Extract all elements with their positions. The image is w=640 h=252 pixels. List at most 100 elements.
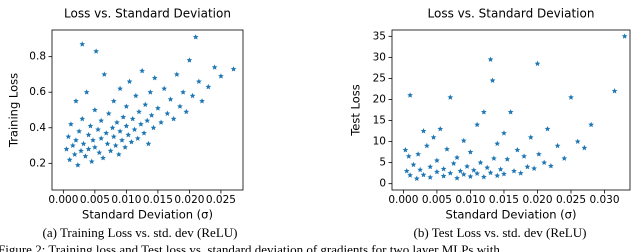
figure-caption: Figure 2: Training loss and Test loss vs… [0, 242, 500, 252]
scatter-point [521, 153, 527, 159]
subfigure-caption: (b) Test Loss vs. std. dev (ReLU) [414, 225, 587, 240]
x-tick-label: 0.030 [589, 194, 619, 206]
y-tick-label: 30 [373, 51, 386, 63]
scatter-point [491, 155, 497, 161]
scatter-point [183, 108, 190, 115]
scatter-point [474, 170, 480, 177]
y-tick-label: 10 [373, 136, 386, 148]
scatter-point [74, 162, 81, 168]
scatter-point [434, 157, 440, 163]
scatter-point [403, 168, 410, 174]
scatter-point [494, 140, 501, 147]
scatter-point [544, 125, 551, 132]
y-tick-label: 15 [373, 115, 386, 127]
scatter-point [138, 121, 144, 127]
scatter-point [95, 126, 101, 132]
scatter-point [440, 165, 447, 172]
scatter-point [568, 94, 574, 100]
scatter-point [424, 142, 430, 149]
y-tick-label: 0.6 [29, 86, 46, 98]
scatter-point [93, 48, 99, 54]
y-tick-label: 20 [373, 93, 386, 105]
scatter-point [413, 175, 420, 182]
scatter-point [110, 98, 117, 104]
scatter-point [230, 66, 237, 72]
scatter-point [114, 119, 120, 125]
y-tick-label: 5 [379, 157, 386, 169]
scatter-point [415, 151, 421, 157]
x-tick-label: 0.015 [143, 194, 173, 206]
y-tick-label: 25 [373, 72, 386, 84]
scatter-point [128, 139, 135, 145]
scatter-point [467, 173, 474, 179]
scatter-point [144, 117, 151, 124]
scatter-point [410, 161, 417, 168]
scatter-point [447, 170, 454, 176]
scatter-point [129, 115, 136, 122]
scatter-point [511, 168, 517, 174]
scatter-point [447, 94, 454, 100]
scatter-point [98, 135, 105, 141]
scatter-point [407, 172, 413, 178]
scatter-point [96, 149, 103, 156]
plot-frame [51, 29, 244, 191]
scatter-point [437, 125, 444, 132]
scatter-point [574, 138, 581, 145]
scatter-point [101, 71, 108, 77]
x-tick-label: 0.020 [522, 194, 552, 206]
scatter-point [199, 98, 205, 104]
scatter-point [105, 110, 112, 116]
scatter-point [150, 124, 157, 131]
scatter-point [161, 85, 168, 92]
scatter-point [123, 103, 130, 109]
scatter-point [561, 155, 568, 161]
scatter-point [548, 163, 554, 169]
scatter-point [164, 110, 171, 116]
scatter-point [588, 121, 594, 128]
scatter-point [430, 134, 437, 140]
scatter-point [524, 163, 531, 170]
scatter-point [196, 78, 202, 84]
scatter-point [88, 158, 95, 164]
scatter-point [173, 71, 180, 77]
x-tick-label: 0.025 [556, 194, 586, 206]
scatter-point [420, 171, 427, 178]
scatter-point [78, 147, 84, 154]
scatter-point [148, 112, 155, 118]
x-tick-label: 0.010 [111, 194, 141, 206]
scatter-point [504, 156, 511, 162]
scatter-point [218, 73, 224, 79]
scatter-point [457, 168, 464, 174]
scatter-point [484, 164, 491, 171]
scatter-point [73, 137, 79, 143]
scatter-point [554, 142, 561, 149]
scatter-point [434, 168, 440, 175]
scatter-point [517, 170, 524, 176]
scatter-point [450, 160, 457, 166]
plot-frame [391, 29, 631, 191]
y-tick-label: 0.2 [29, 157, 46, 169]
scatter-point [131, 126, 138, 132]
scatter-point [107, 147, 114, 154]
scatter-point [211, 64, 218, 70]
scatter-point [427, 174, 434, 180]
scatter-point [134, 135, 141, 141]
scatter-point [177, 103, 183, 109]
x-tick-label: 0.015 [489, 194, 519, 206]
scatter-point [470, 167, 477, 173]
scatter-point [120, 114, 127, 120]
scatter-point [417, 166, 424, 173]
scatter-point [487, 169, 494, 176]
x-axis-label: Standard Deviation (σ) [446, 208, 577, 222]
scatter-point [85, 131, 92, 138]
scatter-point [76, 128, 82, 134]
scatter-point [110, 133, 117, 140]
scatter-point [92, 144, 98, 150]
scatter-point [151, 75, 158, 81]
scatter-point [467, 149, 474, 155]
scatter-point [98, 117, 105, 124]
scatter-point [480, 173, 487, 180]
scatter-point [420, 128, 427, 134]
